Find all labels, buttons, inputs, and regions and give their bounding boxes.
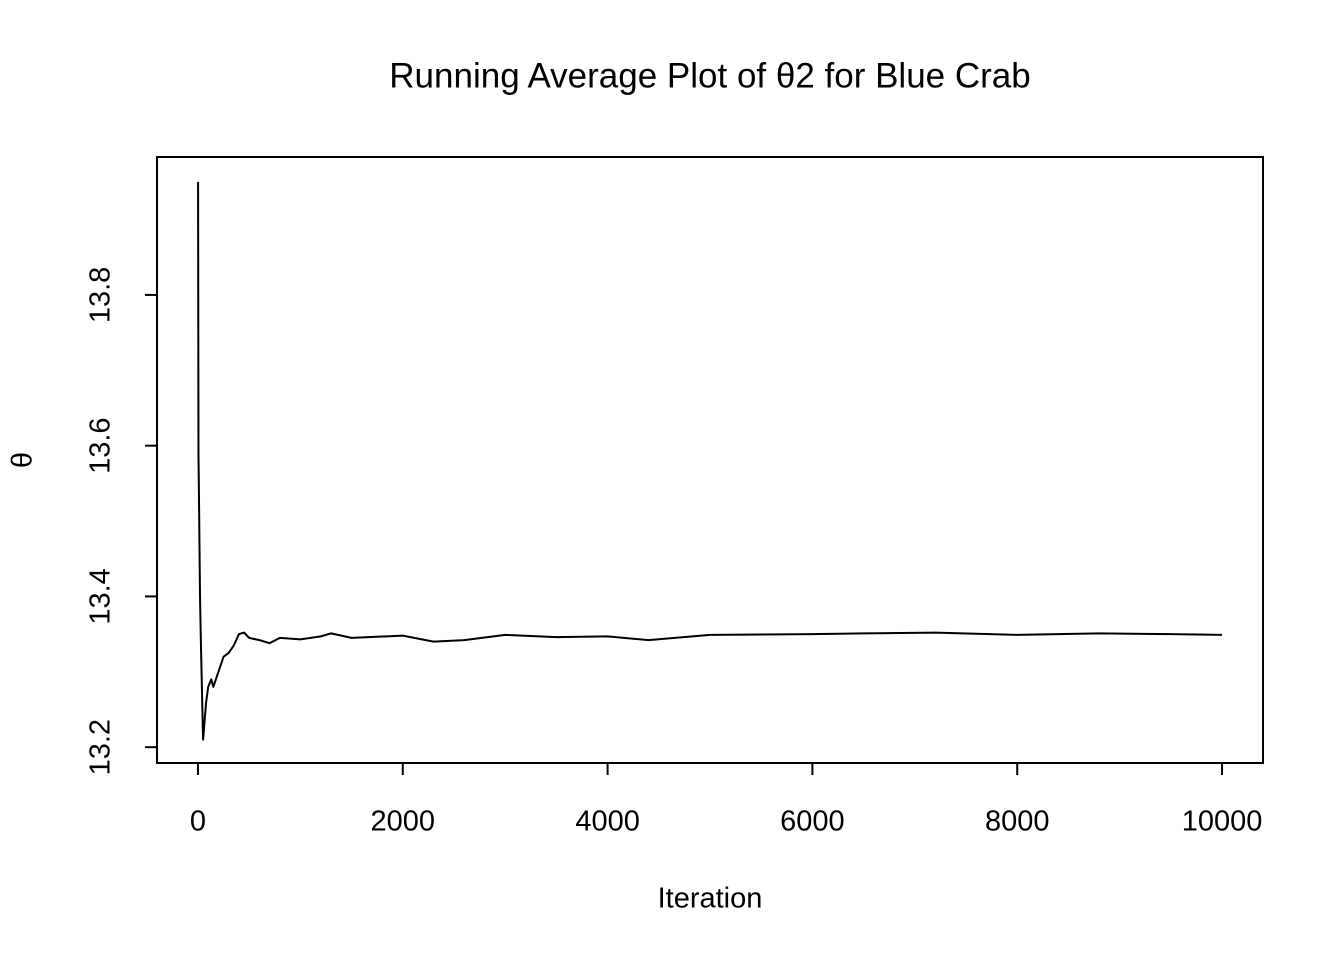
x-tick-label: 4000 (575, 806, 640, 838)
y-tick-label: 13.6 (85, 417, 117, 473)
chart-title: Running Average Plot of θ2 for Blue Crab (389, 56, 1030, 95)
x-tick-label: 0 (190, 806, 206, 838)
x-axis-label: Iteration (658, 883, 763, 915)
x-tick-label: 8000 (985, 806, 1050, 838)
data-line (197, 181, 1223, 741)
y-tick-label: 13.4 (85, 568, 117, 624)
x-tick-label: 2000 (371, 806, 436, 838)
plot-frame (156, 156, 1264, 764)
y-tick-label: 13.8 (85, 267, 117, 323)
x-tick-label: 10000 (1182, 806, 1263, 838)
x-tick-label: 6000 (780, 806, 845, 838)
y-tick-label: 13.2 (85, 719, 117, 775)
y-axis-label: θ (7, 452, 39, 468)
